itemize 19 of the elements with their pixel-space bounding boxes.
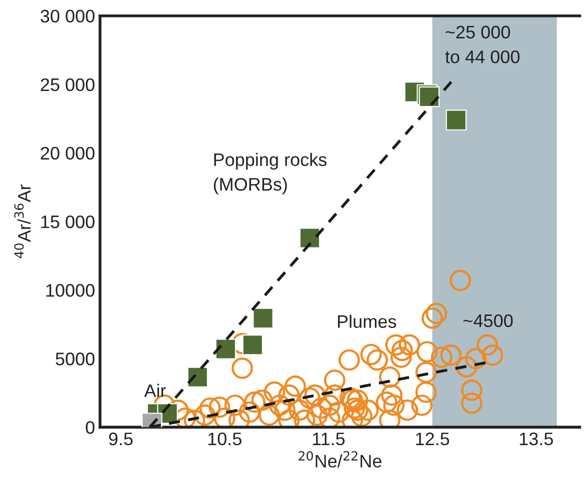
y-axis-title: $^{40}$Ar/$^{36}$Ar (14, 184, 31, 258)
x-tick-label: 11.5 (312, 432, 345, 446)
y-tick-label: 0 (86, 421, 94, 434)
y-tick-label: 10000 (46, 284, 94, 297)
y-tick-label: 5000 (56, 352, 94, 366)
y-tick-label: 30 000 (40, 10, 94, 23)
x-tick-label: 9.5 (109, 432, 133, 446)
annotation: Air (144, 384, 166, 397)
x-tick-label: 10.5 (208, 432, 242, 446)
y-tick-label: 25 000 (40, 78, 94, 92)
annotation: Plumes (338, 314, 396, 328)
annotation: Popping rocks (MORBs) (214, 152, 327, 194)
annotation: ~4500 (464, 314, 513, 328)
y-tick-label: 20 000 (40, 146, 94, 160)
x-axis-title: $^{20}$Ne/$^{22}$Ne (298, 451, 382, 468)
x-tick-label: 13.5 (520, 432, 553, 446)
x-tick-label: 12.5 (416, 432, 450, 446)
y-tick-label: 15 000 (41, 215, 94, 228)
annotation: ~25 000 to 44 000 (445, 26, 520, 64)
